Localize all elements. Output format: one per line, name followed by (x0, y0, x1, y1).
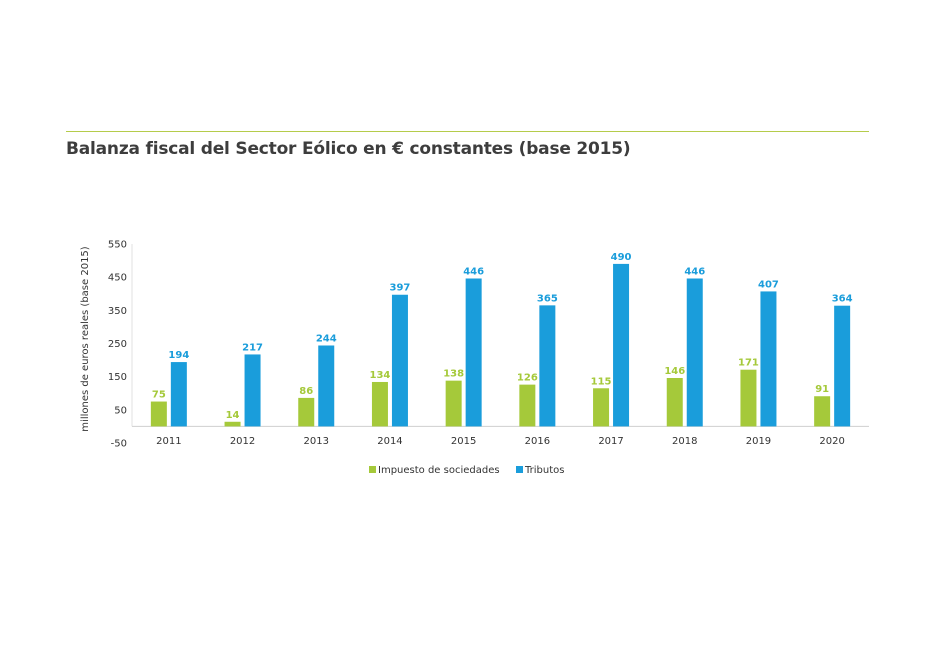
title-rule (66, 131, 869, 132)
bar (391, 294, 408, 427)
legend-swatch (516, 466, 523, 473)
legend-label: Tributos (524, 465, 564, 476)
bar-value-label: 217 (242, 342, 263, 353)
x-tick-label: 2020 (819, 436, 844, 447)
bar-value-label: 397 (390, 283, 411, 294)
y-axis: 550 450 350 250 150 50 -50 (108, 240, 133, 450)
y-tick-label: 50 (114, 405, 127, 416)
bar-value-label: 407 (758, 279, 779, 290)
y-tick-label: -50 (111, 439, 127, 450)
x-tick-label: 2016 (525, 436, 550, 447)
bar (613, 263, 630, 427)
bar-value-label: 365 (537, 293, 558, 304)
bar-value-label: 115 (591, 376, 612, 387)
bar (371, 381, 388, 427)
bar (666, 377, 683, 427)
bar-value-label: 244 (316, 333, 337, 344)
x-tick-label: 2011 (156, 436, 181, 447)
x-axis: 2011 2012 2013 2014 2015 2016 2017 2018 2019 2020 (156, 436, 845, 447)
bar-value-label: 146 (664, 366, 685, 377)
bar-value-label: 171 (738, 358, 759, 369)
y-tick-label: 250 (108, 339, 127, 350)
bar (760, 291, 777, 427)
bar-value-label: 446 (684, 266, 705, 277)
x-tick-label: 2012 (230, 436, 255, 447)
x-tick-label: 2015 (451, 436, 476, 447)
bar (814, 396, 831, 427)
bar (318, 345, 335, 427)
x-tick-label: 2013 (304, 436, 329, 447)
bar-value-label: 86 (299, 386, 313, 397)
bar-value-label: 364 (832, 294, 853, 305)
y-tick-label: 550 (108, 240, 127, 251)
bar-value-label: 126 (517, 373, 538, 384)
bar (298, 397, 315, 427)
legend: Impuesto de sociedades Tributos (369, 465, 564, 476)
bars-group: 75 194 14 217 86 244 134 397 138 446 126 365 115 490 1… (150, 252, 853, 427)
bar-value-label: 91 (815, 384, 829, 395)
bar (593, 388, 610, 427)
legend-label: Impuesto de sociedades (378, 465, 500, 476)
bar (244, 354, 261, 427)
bar (445, 380, 462, 427)
chart-title: Balanza fiscal del Sector Eólico en € co… (66, 139, 631, 159)
bar-value-label: 14 (226, 410, 240, 421)
bar-value-label: 446 (463, 266, 484, 277)
bar-value-label: 194 (168, 350, 189, 361)
legend-swatch (369, 466, 376, 473)
bar (539, 305, 556, 427)
bar (519, 384, 536, 427)
bar (465, 278, 482, 427)
bar (686, 278, 703, 427)
x-tick-label: 2019 (746, 436, 771, 447)
bar-value-label: 138 (443, 369, 464, 380)
bar-value-label: 75 (152, 390, 166, 401)
bar (170, 362, 187, 427)
y-axis-title: millones de euros reales (base 2015) (80, 246, 91, 431)
bar (150, 401, 167, 427)
x-tick-label: 2018 (672, 436, 697, 447)
bar-value-label: 134 (370, 370, 391, 381)
bar (740, 369, 757, 427)
bar (224, 421, 241, 427)
y-tick-label: 450 (108, 273, 127, 284)
y-tick-label: 350 (108, 306, 127, 317)
bar (834, 305, 851, 427)
x-tick-label: 2014 (377, 436, 402, 447)
x-tick-label: 2017 (598, 436, 623, 447)
y-tick-label: 150 (108, 372, 127, 383)
bar-value-label: 490 (611, 252, 632, 263)
